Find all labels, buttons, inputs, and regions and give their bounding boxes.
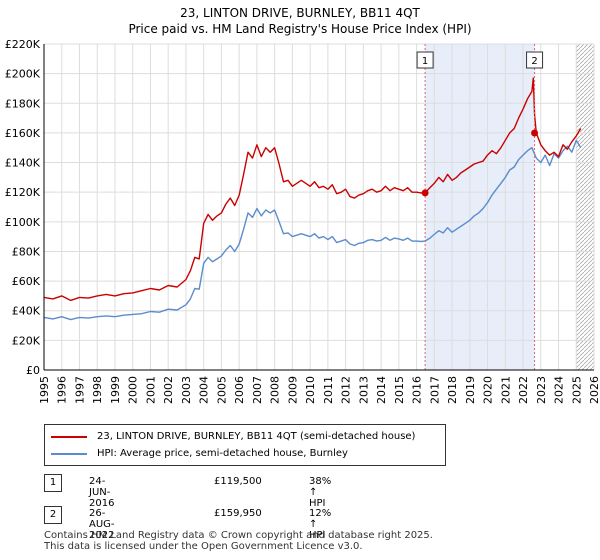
x-tick-label: 1998	[91, 376, 104, 404]
sale-price: £119,500	[214, 476, 262, 487]
x-tick-label: 2011	[322, 376, 335, 404]
series-line-property	[43, 77, 582, 302]
x-tick-label: 2013	[357, 376, 370, 404]
y-tick-label: £0	[26, 364, 40, 377]
x-tick-label: 1996	[56, 376, 69, 404]
x-tick-label: 1999	[109, 376, 122, 404]
x-tick-label: 2001	[144, 376, 157, 404]
sale-date: 26-AUG-2022	[89, 508, 115, 541]
x-tick-label: 2016	[411, 376, 424, 404]
legend-swatch-red	[51, 436, 87, 438]
y-tick-label: £80K	[12, 245, 41, 258]
sale-marker-box	[416, 51, 434, 69]
x-tick-label: 2009	[286, 376, 299, 404]
footer-credit: Contains HM Land Registry data © Crown c…	[44, 530, 433, 552]
sale-point	[421, 189, 429, 197]
x-tick-label: 2007	[251, 376, 264, 404]
price-chart: 1 2 £0 £20K £40K £60K £80K £100K £120K £140K £160…	[5, 38, 600, 404]
y-tick-label: £60K	[12, 275, 41, 288]
x-tick-label: 2023	[535, 376, 548, 404]
footer-line-1: Contains HM Land Registry data © Crown c…	[44, 530, 433, 541]
y-tick-label: £220K	[5, 38, 41, 51]
legend: 23, LINTON DRIVE, BURNLEY, BB11 4QT (sem…	[44, 424, 446, 466]
y-tick-label: £160K	[5, 127, 41, 140]
sale-number-badge: 2	[44, 506, 62, 524]
x-tick-label: 2005	[215, 376, 228, 404]
y-tick-label: £120K	[5, 186, 41, 199]
legend-swatch-blue	[51, 453, 87, 455]
hatched-forecast-region	[576, 44, 594, 370]
y-tick-label: £200K	[5, 68, 41, 81]
x-tick-label: 2008	[269, 376, 282, 404]
y-tick-label: £180K	[5, 97, 41, 110]
legend-label-hpi: HPI: Average price, semi-detached house,…	[97, 448, 348, 459]
sale-number-badge: 1	[44, 474, 62, 492]
x-tick-label: 2004	[198, 376, 211, 404]
legend-label-property: 23, LINTON DRIVE, BURNLEY, BB11 4QT (sem…	[97, 431, 416, 442]
x-tick-label: 2014	[375, 376, 388, 404]
x-tick-label: 2022	[517, 376, 530, 404]
y-tick-label: £20K	[12, 334, 41, 347]
x-tick-label: 2015	[393, 376, 406, 404]
series-line-hpi	[43, 139, 582, 321]
x-tick-label: 2012	[340, 376, 353, 404]
x-tick-label: 2017	[428, 376, 441, 404]
x-tick-label: 2010	[304, 376, 317, 404]
sale-price: £159,950	[214, 508, 262, 519]
sale-date: 24-JUN-2016	[89, 476, 115, 509]
x-tick-label: 2021	[499, 376, 512, 404]
y-tick-label: £40K	[12, 305, 41, 318]
x-tick-label: 2026	[588, 376, 600, 404]
x-tick-label: 2019	[464, 376, 477, 404]
sale-hpi-change: 38% ↑ HPI	[309, 476, 332, 509]
x-tick-label: 2002	[162, 376, 175, 404]
x-tick-label: 2000	[127, 376, 140, 404]
chart-subtitle: Price paid vs. HM Land Registry's House …	[128, 22, 472, 36]
sale-marker-box	[526, 51, 544, 69]
sale-hpi-change: 12% ↑ HPI	[309, 508, 332, 541]
sale-marker-label: 2	[531, 56, 537, 67]
shaded-ownership-span	[425, 44, 535, 370]
y-tick-label: £140K	[5, 157, 41, 170]
chart-title: 23, LINTON DRIVE, BURNLEY, BB11 4QT	[180, 6, 420, 20]
sale-point	[531, 129, 539, 137]
x-tick-label: 2020	[482, 376, 495, 404]
x-tick-label: 2025	[570, 376, 583, 404]
x-tick-label: 2003	[180, 376, 193, 404]
x-tick-label: 1997	[73, 376, 86, 404]
x-tick-label: 1995	[38, 376, 51, 404]
footer-line-2: This data is licensed under the Open Gov…	[44, 541, 363, 552]
sale-marker-label: 1	[422, 56, 428, 67]
x-tick-label: 2024	[553, 376, 566, 404]
y-tick-label: £100K	[5, 216, 41, 229]
x-tick-label: 2006	[233, 376, 246, 404]
x-tick-label: 2018	[446, 376, 459, 404]
